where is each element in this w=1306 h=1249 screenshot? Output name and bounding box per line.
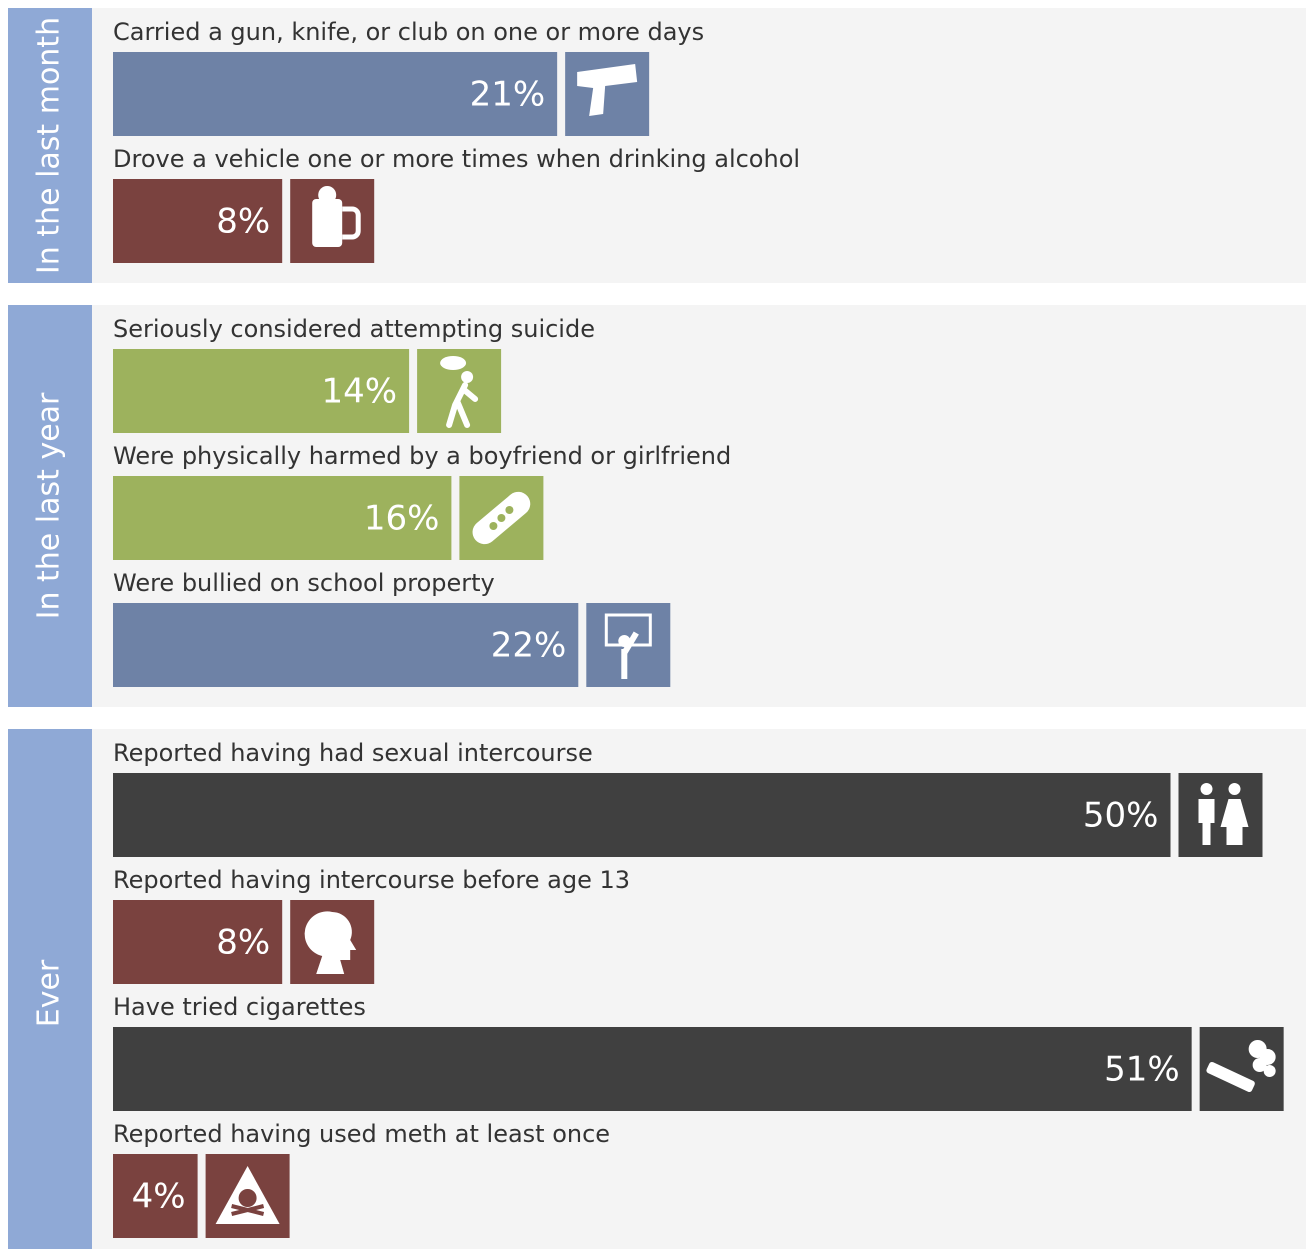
icon [1206,1040,1276,1093]
category-label: Reported having used meth at least once [113,1120,610,1148]
icon [577,64,638,116]
group-label: In the last year [32,392,67,619]
category-label: Drove a vehicle one or more times when d… [113,145,800,173]
icon-shape [446,382,479,428]
icon-box [565,52,650,136]
value-label: 8% [216,202,270,242]
icon [472,491,531,545]
value-label: 16% [364,499,440,539]
value-label: 50% [1083,796,1159,836]
icon [312,186,361,247]
value-label: 22% [491,626,567,666]
icon-shape [1252,1058,1267,1072]
icon-shape [497,514,506,522]
icon-shape [342,206,361,240]
icon [304,911,357,974]
icon-shape [231,1204,265,1216]
icon-shape [461,371,474,383]
value-label: 4% [132,1177,186,1217]
icon-shape [312,199,343,247]
icon-shape [1220,799,1249,845]
icon [1198,783,1249,845]
icon-shape [505,506,514,514]
icon-shape [577,64,638,116]
category-label: Seriously considered attempting suicide [113,315,595,343]
bar [113,773,1171,857]
icon-shape [489,522,498,530]
side-bar [8,305,92,707]
category-label: Reported having had sexual intercourse [113,739,593,767]
bar [113,1027,1192,1111]
icon-box [1178,773,1263,857]
bar [113,476,452,560]
side-bar [8,729,92,1249]
value-label: 8% [216,923,270,963]
category-label: Reported having intercourse before age 1… [113,866,630,894]
category-label: Have tried cigarettes [113,993,366,1021]
bar [113,349,410,433]
side-bar [8,8,92,283]
icon [440,356,479,428]
bar [113,900,283,984]
icon-shape [1263,1065,1276,1077]
icon-shape [621,631,639,679]
icon-shape [1228,783,1241,795]
value-label: 21% [470,75,546,115]
bar [113,179,283,263]
icon [215,1166,280,1224]
icon-shape [1200,783,1213,795]
bar [113,1154,198,1238]
category-label: Were bullied on school property [113,569,495,597]
icon-shape [318,186,337,204]
value-label: 51% [1104,1050,1180,1090]
icon [604,613,652,679]
icon-shape [1206,1061,1255,1093]
value-label: 14% [322,372,398,412]
category-label: Were physically harmed by a boyfriend or… [113,442,731,470]
category-label: Carried a gun, knife, or club on one or … [113,18,704,46]
bar [113,52,558,136]
icon-shape [440,356,467,370]
group-label: In the last month [32,17,67,274]
bar [113,603,579,687]
icon-shape [238,1189,257,1207]
icon-shape [1198,799,1215,845]
icon-shape [304,911,357,974]
group-label: Ever [32,959,67,1027]
